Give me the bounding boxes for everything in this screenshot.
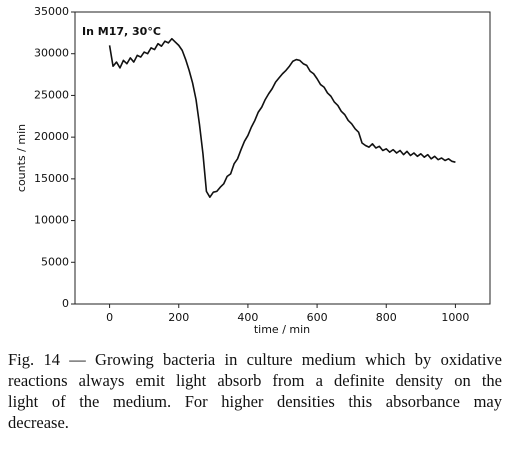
annotation: In M17, 30°C	[82, 25, 161, 38]
chart: In M17, 30°C time / min counts / min 0 50…	[15, 5, 491, 336]
y-tick-label: 15000	[34, 172, 69, 185]
y-tick-label: 10000	[34, 214, 69, 227]
x-tick-label: 600	[307, 311, 328, 324]
x-tick-label: 200	[168, 311, 189, 324]
x-tick-label: 0	[106, 311, 113, 324]
x-tick-label: 400	[237, 311, 258, 324]
caption-line: decrease.	[8, 413, 69, 432]
caption-line: reactions always emit light absorb from …	[8, 371, 502, 390]
y-tick-label: 25000	[34, 88, 69, 101]
y-tick-label: 20000	[34, 130, 69, 143]
y-tick-label: 5000	[41, 255, 69, 268]
y-axis-label: counts / min	[15, 124, 28, 192]
caption-line: Fig. 14 — Growing bacteria in culture me…	[8, 350, 502, 369]
plot-frame	[74, 11, 491, 305]
x-axis-label: time / min	[254, 323, 310, 336]
x-tick-label: 800	[376, 311, 397, 324]
y-tick-label: 35000	[34, 5, 69, 18]
y-tick-label: 30000	[34, 47, 69, 60]
caption-line: light of the medium. For higher densitie…	[8, 392, 502, 411]
data-line	[108, 37, 456, 199]
x-tick-label: 1000	[441, 311, 469, 324]
y-tick-label: 0	[62, 297, 69, 310]
